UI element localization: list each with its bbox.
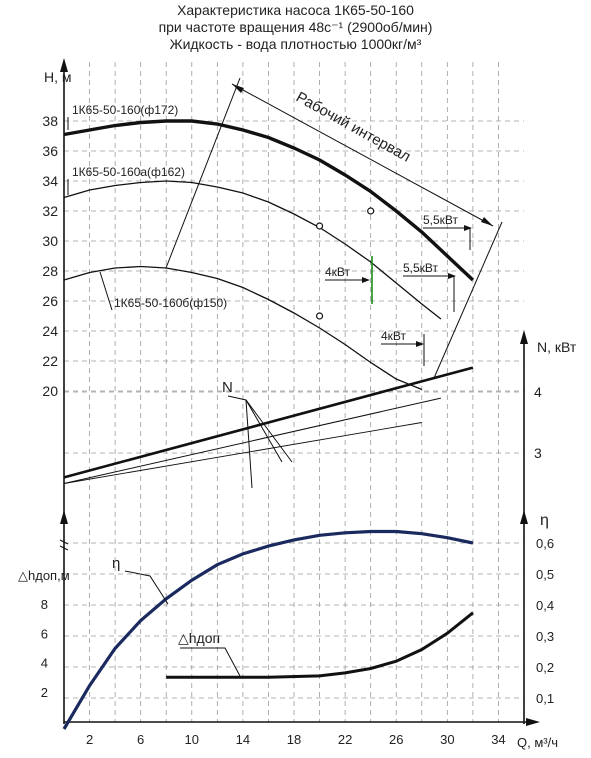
h-tick-label: 32 xyxy=(42,203,58,219)
eta-tick-label: 0,6 xyxy=(536,536,554,551)
power-curve-172 xyxy=(63,366,474,479)
grid xyxy=(64,62,524,722)
n-curves-label: N xyxy=(222,379,233,396)
npsh-axis-arrow xyxy=(60,510,68,524)
eta-tick-label: 0,4 xyxy=(536,598,554,613)
h-tick-label: 30 xyxy=(42,233,58,249)
eta-tick-label: 0,3 xyxy=(536,629,554,644)
x-tick-label: 30 xyxy=(440,732,454,747)
x-tick-label: 2 xyxy=(86,732,93,747)
axis-break-mark-2 xyxy=(59,545,69,551)
h-tick-label: 26 xyxy=(42,293,58,309)
h-tick-label: 22 xyxy=(42,353,58,369)
operating-point-marker xyxy=(315,312,324,320)
npsh-axis-label: △hдоп,м xyxy=(18,568,70,583)
eta-curve-leader xyxy=(124,570,169,605)
power-5-5kw-mid-arrow xyxy=(448,273,456,279)
chart-title-line-2: при частоте вращения 48с⁻¹ (2900об/мин) xyxy=(158,19,433,35)
n-axis-arrow xyxy=(520,330,528,344)
h-tick-label: 38 xyxy=(42,113,58,129)
n-pointer-to-172 xyxy=(227,395,293,463)
efficiency-curve xyxy=(62,529,474,730)
x-tick-label: 26 xyxy=(389,732,403,747)
n-pointer-to-162 xyxy=(245,399,283,463)
x-tick-label: 22 xyxy=(338,732,352,747)
x-tick-label: 34 xyxy=(491,732,505,747)
power-5-5kw-label-mid: 5,5кВт xyxy=(403,261,439,275)
power-4kw-low-arrow xyxy=(416,341,424,347)
npsh-curve-leader xyxy=(180,647,241,677)
eta-tick-label: 0,2 xyxy=(536,660,554,675)
eta-axis-label: η xyxy=(540,512,549,529)
head-curve-162 xyxy=(63,180,442,320)
power-curve-162 xyxy=(63,397,442,484)
x-axis-label: Q, м³/ч xyxy=(517,735,558,750)
tick-labels: 2 6 10 14 18 22 26 30 3420222426283032343638340,… xyxy=(41,113,554,747)
curve-label-150-leader xyxy=(99,271,113,311)
eta-curve-label: η xyxy=(112,555,120,572)
h-tick-label: 36 xyxy=(42,143,58,159)
npsh-tick-label: 8 xyxy=(41,597,48,612)
npsh-curve xyxy=(166,611,474,679)
working-interval-arrow-left xyxy=(232,84,244,93)
eta-tick-label: 0,5 xyxy=(536,567,554,582)
annotations xyxy=(59,77,503,677)
power-4kw-label-low: 4кВт xyxy=(381,329,407,343)
h-axis-arrow xyxy=(60,58,68,72)
npsh-tick-label: 4 xyxy=(41,656,48,671)
curve-label-172: 1К65-50-160(ф172) xyxy=(72,103,178,117)
n-axis-label: N, кВт xyxy=(537,339,577,355)
working-interval-left-boundary xyxy=(165,77,241,269)
n-tick-label: 4 xyxy=(534,384,542,400)
eta-axis-arrow xyxy=(520,510,528,524)
power-curve-150 xyxy=(63,422,422,484)
h-axis-label: H, м xyxy=(44,69,72,85)
x-tick-label: 6 xyxy=(137,732,144,747)
x-tick-label: 10 xyxy=(185,732,199,747)
working-interval-right-boundary xyxy=(433,221,503,379)
curve-label-162: 1К65-50-160а(ф162) xyxy=(72,165,185,179)
x-tick-label: 18 xyxy=(287,732,301,747)
npsh-tick-label: 2 xyxy=(41,685,48,700)
chart-title-line-1: Характеристика насоса 1К65-50-160 xyxy=(177,2,414,18)
h-tick-label: 20 xyxy=(42,383,58,399)
chart-title-line-3: Жидкость - вода плотностью 1000кг/м³ xyxy=(169,36,422,52)
head-curve-150 xyxy=(63,265,423,391)
power-4kw-mid-arrow xyxy=(362,277,370,283)
h-tick-label: 34 xyxy=(42,173,58,189)
h-tick-label: 24 xyxy=(42,323,58,339)
head-curve-172 xyxy=(63,119,475,282)
x-axis-arrow xyxy=(526,718,540,726)
series xyxy=(62,119,475,730)
operating-point-marker xyxy=(367,207,375,215)
h-tick-label: 28 xyxy=(42,263,58,279)
operating-point-marker xyxy=(315,222,324,230)
n-pointer-to-150 xyxy=(245,399,253,489)
working-interval-arrow-right xyxy=(481,217,493,226)
axis-break-mark-1 xyxy=(59,539,69,545)
power-4kw-label-mid: 4кВт xyxy=(325,265,351,279)
npsh-curve-label: △hдоп xyxy=(178,630,220,646)
npsh-tick-label: 6 xyxy=(41,626,48,641)
x-tick-label: 14 xyxy=(236,732,250,747)
axes xyxy=(60,58,540,726)
working-interval-dimension-line xyxy=(231,83,494,227)
eta-tick-label: 0,1 xyxy=(536,691,554,706)
n-tick-label: 3 xyxy=(534,445,542,461)
power-5-5kw-top-arrow xyxy=(464,225,472,231)
power-5-5kw-label-top: 5,5кВт xyxy=(423,213,459,227)
curve-label-150: 1К65-50-160б(ф150) xyxy=(114,296,227,310)
